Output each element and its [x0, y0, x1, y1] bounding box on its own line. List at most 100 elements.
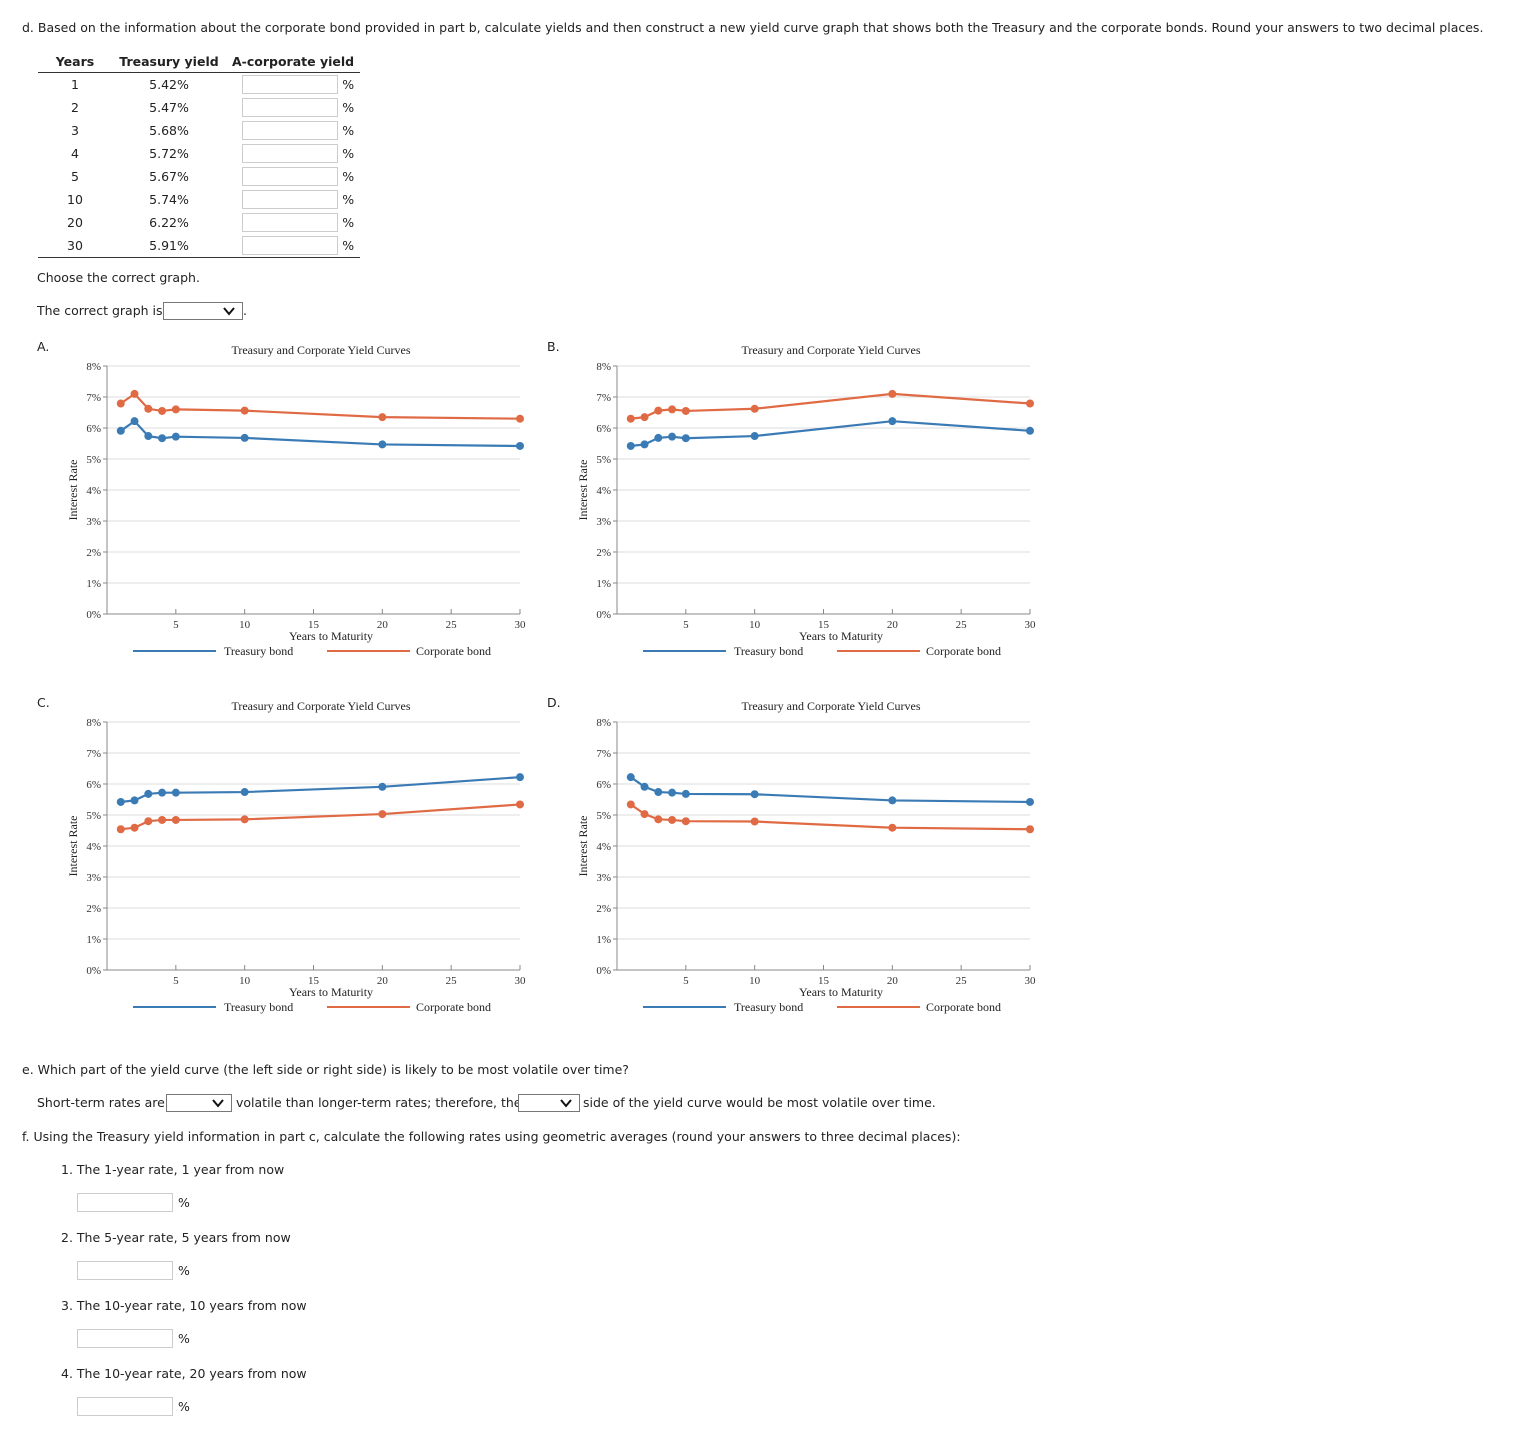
data-point [171, 432, 180, 441]
y-tick-label: 3% [596, 516, 611, 528]
part-f-item-3-input[interactable] [77, 1329, 173, 1348]
data-point [626, 773, 635, 782]
corporate-yield-input[interactable] [242, 75, 339, 94]
treasury-yield-cell: 6.22% [149, 215, 189, 230]
chart-d[interactable]: Treasury and Corporate Yield Curves 0% 1% 2… [570, 691, 1050, 1021]
choose-graph-text: Choose the correct graph. [37, 270, 200, 285]
x-tick-label: 25 [446, 975, 458, 987]
table-row: 1 5.42%% [38, 73, 360, 97]
data-point [116, 426, 125, 435]
series-line [120, 803, 521, 831]
y-tick-label: 1% [596, 934, 611, 946]
corporate-yield-cell: % [226, 234, 361, 258]
yield-table: Years Treasury yield A-corporate yield 1… [38, 50, 361, 258]
corporate-yield-cell: % [226, 96, 360, 119]
chart-c[interactable]: Treasury and Corporate Yield Curves 0% 1% 2… [60, 691, 540, 1021]
side-select[interactable] [518, 1094, 580, 1112]
part-f-item-1-label: 1. The 1-year rate, 1 year from now [61, 1162, 285, 1177]
years-cell: 30 [38, 234, 112, 258]
part-f-item-3-unit: % [178, 1331, 190, 1346]
option-label-c: C. [37, 695, 50, 710]
series-line [630, 776, 1031, 804]
series-line [120, 392, 521, 420]
years-cell: 2 [71, 100, 79, 115]
chevron-down-icon [223, 307, 235, 316]
part-f-item-2-label: 2. The 5-year rate, 5 years from now [61, 1230, 291, 1245]
data-point [240, 433, 249, 442]
x-tick-label: 25 [956, 975, 968, 987]
corporate-yield-input[interactable] [242, 121, 339, 140]
x-tick-label: 10 [239, 619, 251, 631]
legend-label-corporate: Corporate bond [416, 644, 491, 658]
data-point [1026, 797, 1034, 806]
y-tick-label: 1% [596, 578, 611, 590]
y-tick-label: 2% [596, 547, 611, 559]
corporate-yield-cell: % [226, 142, 360, 165]
legend-label-treasury: Treasury bond [734, 1000, 803, 1014]
data-point [378, 810, 387, 819]
correct-graph-prefix: The correct graph is [37, 303, 163, 318]
chart-a[interactable]: Treasury and Corporate Yield Curves 0% 1% 2… [60, 335, 540, 665]
corporate-yield-input[interactable] [242, 190, 339, 209]
y-tick-label: 5% [86, 810, 101, 822]
data-point [144, 432, 153, 441]
data-point [516, 773, 524, 782]
data-point [130, 417, 139, 426]
chevron-down-icon [212, 1099, 224, 1108]
part-f-item-1-input[interactable] [77, 1193, 173, 1212]
y-tick-label: 0% [86, 609, 101, 621]
corporate-yield-input[interactable] [242, 213, 339, 232]
data-point [130, 389, 139, 398]
legend-label-treasury: Treasury bond [224, 1000, 293, 1014]
col-years-header: Years [38, 50, 112, 73]
data-point [116, 797, 125, 806]
data-point [116, 825, 125, 834]
correct-graph-select[interactable] [163, 302, 243, 320]
percent-unit: % [342, 215, 355, 230]
y-tick-label: 6% [596, 423, 611, 435]
table-row: 5 5.67%% [38, 165, 360, 188]
corporate-yield-input[interactable] [242, 144, 339, 163]
option-label-b: B. [547, 339, 560, 354]
chart-b[interactable]: Treasury and Corporate Yield Curves 0% 1% 2… [570, 335, 1050, 665]
data-point [240, 815, 249, 824]
years-cell: 4 [71, 146, 79, 161]
col-corporate-header: A-corporate yield [226, 50, 361, 73]
data-point [640, 440, 649, 449]
part-e-sentence-2: volatile than longer-term rates; therefo… [236, 1095, 522, 1110]
data-point [240, 788, 249, 797]
data-point [144, 817, 153, 826]
x-axis-label: Years to Maturity [799, 985, 883, 999]
data-point [888, 389, 897, 398]
y-tick-label: 3% [596, 872, 611, 884]
y-axis-label: Interest Rate [576, 816, 590, 877]
treasury-yield-cell: 5.74% [149, 192, 189, 207]
data-point [681, 817, 690, 826]
y-tick-label: 8% [596, 717, 611, 729]
data-point [654, 406, 663, 415]
y-tick-label: 8% [86, 717, 101, 729]
data-point [516, 414, 524, 423]
part-f-item-2-input[interactable] [77, 1261, 173, 1280]
data-point [640, 810, 649, 819]
data-point [240, 406, 249, 415]
volatility-select[interactable] [166, 1094, 232, 1112]
corporate-yield-input[interactable] [242, 98, 339, 117]
data-point [681, 434, 690, 443]
y-axis-label: Interest Rate [66, 460, 80, 521]
legend-label-corporate: Corporate bond [926, 1000, 1001, 1014]
y-tick-label: 1% [86, 934, 101, 946]
part-f-item-4-input[interactable] [77, 1397, 173, 1416]
data-point [171, 788, 180, 797]
data-point [516, 800, 524, 809]
x-tick-label: 15 [308, 975, 320, 987]
corporate-yield-input[interactable] [242, 167, 339, 186]
series-line [630, 803, 1031, 831]
percent-unit: % [342, 123, 355, 138]
table-row: 3 5.68%% [38, 119, 360, 142]
corporate-yield-input[interactable] [242, 236, 339, 255]
percent-unit: % [342, 192, 355, 207]
data-point [888, 823, 897, 832]
years-cell: 3 [71, 123, 79, 138]
series-line [120, 419, 521, 448]
